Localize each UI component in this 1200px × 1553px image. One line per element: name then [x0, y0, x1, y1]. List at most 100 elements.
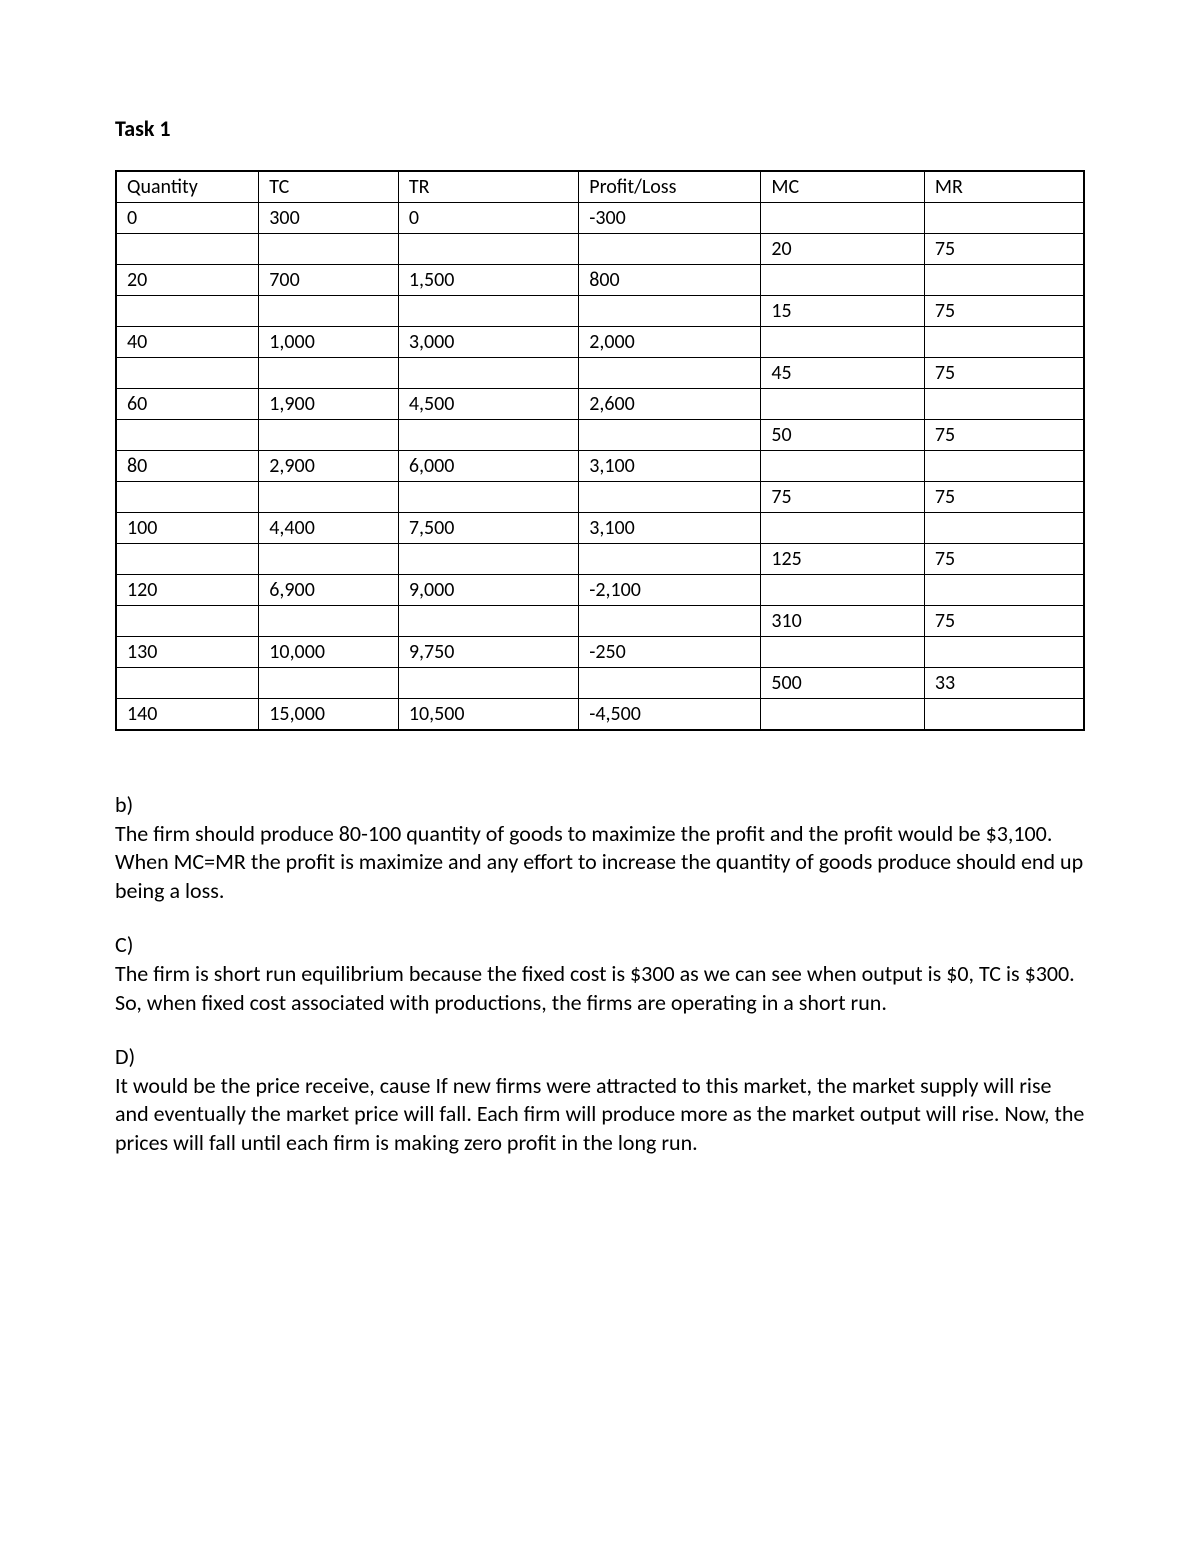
table-cell: [579, 358, 761, 389]
table-row: 7575: [116, 482, 1084, 513]
table-cell: [761, 265, 925, 296]
table-cell: [259, 482, 399, 513]
table-cell: 125: [761, 544, 925, 575]
table-cell: 300: [259, 203, 399, 234]
table-cell: 75: [761, 482, 925, 513]
table-cell: 9,000: [398, 575, 578, 606]
table-cell: [259, 420, 399, 451]
table-row: 4575: [116, 358, 1084, 389]
table-cell: [761, 203, 925, 234]
table-cell: [116, 668, 259, 699]
table-cell: 0: [398, 203, 578, 234]
answer-b: b) The firm should produce 80-100 quanti…: [115, 791, 1085, 905]
page: Task 1 QuantityTCTRProfit/LossMCMR03000-…: [0, 0, 1200, 1553]
table-cell: [116, 296, 259, 327]
answer-d-text: It would be the price receive, cause If …: [115, 1072, 1084, 1156]
table-cell: -2,100: [579, 575, 761, 606]
table-cell: [398, 544, 578, 575]
table-row: 401,0003,0002,000: [116, 327, 1084, 358]
table-cell: 700: [259, 265, 399, 296]
answer-c: C) The firm is short run equilibrium bec…: [115, 931, 1085, 1017]
table-cell: 0: [116, 203, 259, 234]
table-cell: 6,900: [259, 575, 399, 606]
table-cell: [579, 296, 761, 327]
table-cell: 15,000: [259, 699, 399, 731]
table-row: 03000-300: [116, 203, 1084, 234]
table-cell: [924, 451, 1084, 482]
table-cell: [398, 358, 578, 389]
table-cell: 3,100: [579, 513, 761, 544]
table-row: 601,9004,5002,600: [116, 389, 1084, 420]
table-cell: [761, 513, 925, 544]
table-cell: [761, 327, 925, 358]
table-cell: [398, 482, 578, 513]
table-cell: 1,900: [259, 389, 399, 420]
table-row: 802,9006,0003,100: [116, 451, 1084, 482]
table-cell: 1,000: [259, 327, 399, 358]
table-cell: 75: [924, 606, 1084, 637]
table-cell: [579, 420, 761, 451]
table-cell: [398, 668, 578, 699]
answers-block: b) The firm should produce 80-100 quanti…: [115, 791, 1085, 1158]
table-cell: [259, 296, 399, 327]
table-header-cell: MC: [761, 171, 925, 203]
table-cell: [924, 389, 1084, 420]
table-cell: [924, 699, 1084, 731]
table-cell: [761, 699, 925, 731]
table-cell: [116, 234, 259, 265]
table-cell: 4,500: [398, 389, 578, 420]
table-cell: 310: [761, 606, 925, 637]
answer-b-label: b): [115, 791, 1085, 820]
table-cell: 800: [579, 265, 761, 296]
table-row: 207001,500800: [116, 265, 1084, 296]
table-cell: -250: [579, 637, 761, 668]
table-cell: -300: [579, 203, 761, 234]
table-cell: 7,500: [398, 513, 578, 544]
table-cell: 130: [116, 637, 259, 668]
table-cell: [579, 544, 761, 575]
table-cell: 75: [924, 544, 1084, 575]
table-cell: 3,100: [579, 451, 761, 482]
table-cell: [116, 544, 259, 575]
table-cell: [761, 451, 925, 482]
table-cell: [259, 544, 399, 575]
table-cell: 75: [924, 234, 1084, 265]
table-cell: [259, 668, 399, 699]
table-cell: 60: [116, 389, 259, 420]
table-cell: [398, 420, 578, 451]
answer-d: D) It would be the price receive, cause …: [115, 1043, 1085, 1157]
table-cell: 2,000: [579, 327, 761, 358]
table-header-cell: MR: [924, 171, 1084, 203]
table-cell: [398, 606, 578, 637]
table-cell: [924, 203, 1084, 234]
answer-d-label: D): [115, 1043, 1085, 1072]
table-cell: [924, 513, 1084, 544]
table-row: 12575: [116, 544, 1084, 575]
table-cell: 20: [761, 234, 925, 265]
table-cell: [116, 606, 259, 637]
table-header-cell: TC: [259, 171, 399, 203]
table-header-cell: Profit/Loss: [579, 171, 761, 203]
table-row: 13010,0009,750-250: [116, 637, 1084, 668]
table-row: 1575: [116, 296, 1084, 327]
table-cell: [924, 637, 1084, 668]
table-cell: [761, 389, 925, 420]
table-header-cell: TR: [398, 171, 578, 203]
table-cell: 20: [116, 265, 259, 296]
table-cell: 140: [116, 699, 259, 731]
table-cell: 100: [116, 513, 259, 544]
table-cell: 1,500: [398, 265, 578, 296]
table-header-row: QuantityTCTRProfit/LossMCMR: [116, 171, 1084, 203]
table-cell: [259, 606, 399, 637]
table-cell: [924, 327, 1084, 358]
table-cell: 2,600: [579, 389, 761, 420]
table-body: QuantityTCTRProfit/LossMCMR03000-3002075…: [116, 171, 1084, 730]
table-cell: 3,000: [398, 327, 578, 358]
table-cell: 33: [924, 668, 1084, 699]
table-cell: 6,000: [398, 451, 578, 482]
table-cell: [116, 420, 259, 451]
table-cell: -4,500: [579, 699, 761, 731]
table-cell: [924, 575, 1084, 606]
table-cell: 120: [116, 575, 259, 606]
table-cell: 500: [761, 668, 925, 699]
